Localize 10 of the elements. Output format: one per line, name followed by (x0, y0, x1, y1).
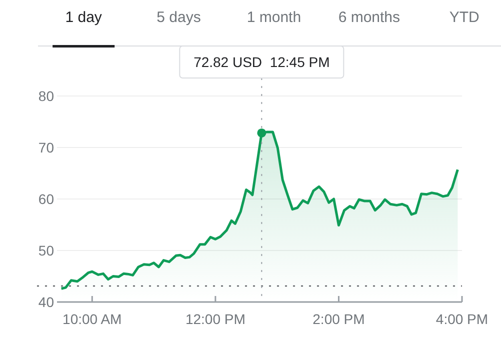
y-tick-label: 50 (38, 242, 54, 258)
x-tick-label: 4:00 PM (436, 311, 488, 327)
y-tick-label: 60 (38, 190, 54, 207)
x-tick-label: 12:00 PM (185, 311, 246, 327)
y-tick-label: 40 (38, 294, 54, 310)
y-tick-label: 80 (38, 88, 54, 104)
x-tick-label: 2:00 PM (312, 311, 365, 327)
y-tick-label: 70 (38, 139, 54, 156)
x-tick-label: 10:00 AM (62, 311, 122, 327)
text: 72.82 USD 12:45 PM (194, 54, 330, 70)
